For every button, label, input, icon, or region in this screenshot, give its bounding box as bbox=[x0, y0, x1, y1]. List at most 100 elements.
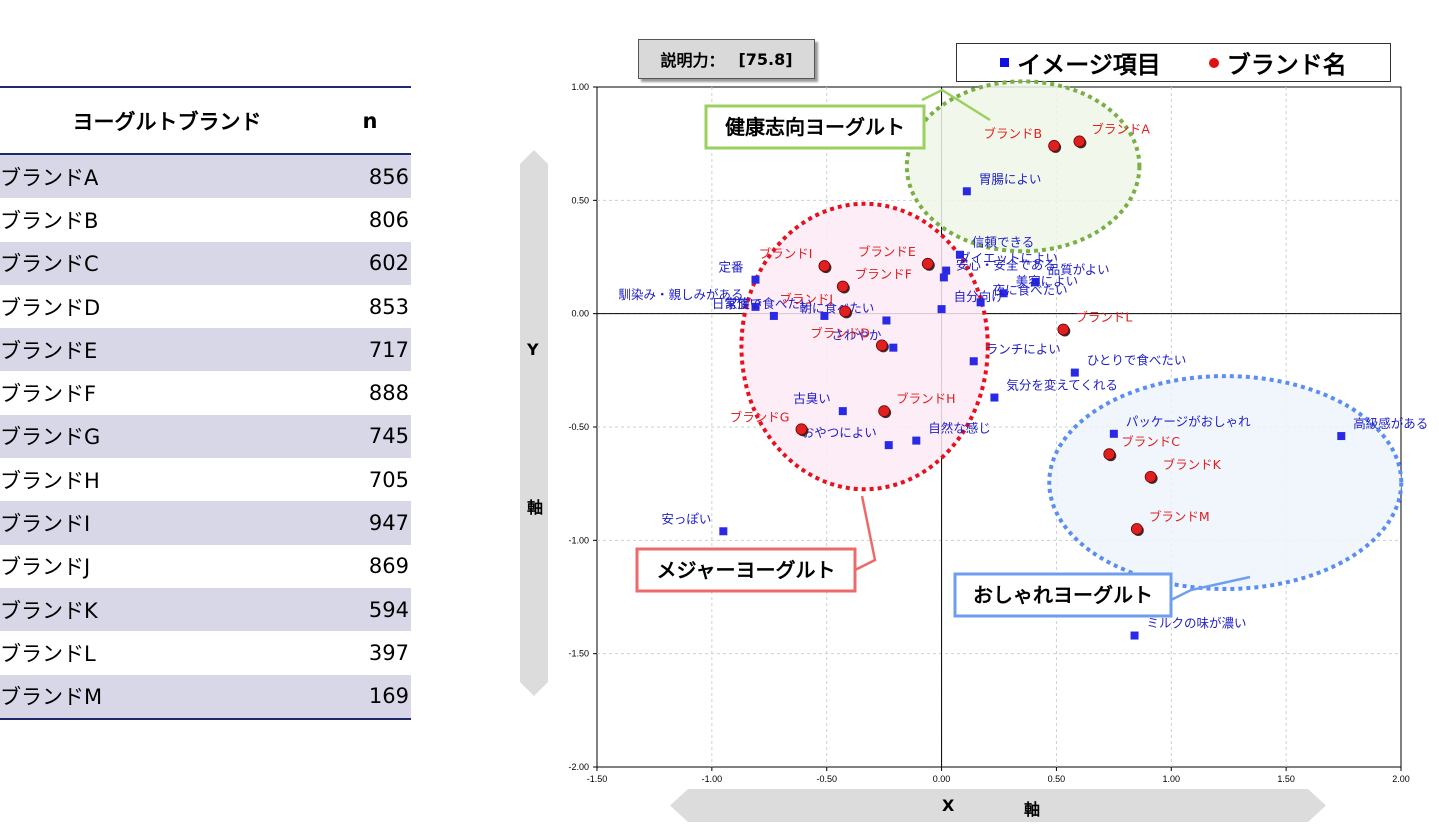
brand-point-label: ブランドB bbox=[984, 126, 1043, 141]
brand-n-cell: 717 bbox=[329, 328, 411, 372]
image-item-marker bbox=[962, 187, 971, 196]
image-item-marker bbox=[751, 302, 760, 311]
x-tick-label: 2.00 bbox=[1392, 774, 1410, 784]
brand-marker bbox=[875, 339, 888, 352]
image-point-label: ダイエットによい bbox=[958, 251, 1058, 266]
image-item-marker bbox=[719, 527, 728, 536]
brand-n-cell: 869 bbox=[368, 554, 409, 579]
image-point-label: おやつによい bbox=[802, 425, 877, 440]
brand-n-cell: 853 bbox=[368, 294, 409, 319]
y-tick-label: 0.50 bbox=[571, 195, 589, 205]
image-item-marker bbox=[955, 250, 964, 259]
image-item-marker bbox=[889, 343, 898, 352]
image-item-marker bbox=[769, 311, 778, 320]
image-item-marker bbox=[882, 316, 891, 325]
explanatory-power-label: 説明力： bbox=[660, 51, 725, 70]
image-point-label: 美容によい bbox=[1016, 273, 1079, 288]
image-item-marker bbox=[1070, 368, 1079, 377]
brand-n-cell: 806 bbox=[368, 207, 409, 232]
image-item-marker bbox=[1337, 432, 1346, 441]
explanatory-power-box: 説明力： [75.8] bbox=[638, 39, 815, 79]
brand-n-cell: 856 bbox=[329, 154, 411, 199]
brand-point-label: ブランドA bbox=[1091, 121, 1150, 136]
table-row: ブランドF 888 bbox=[0, 371, 411, 414]
image-point-label: 夜に食べたい bbox=[993, 282, 1068, 297]
image-item-marker bbox=[1031, 277, 1040, 286]
brand-marker bbox=[1130, 523, 1143, 535]
table-row: ブランドH 705 bbox=[0, 458, 411, 501]
image-point-label: 自分向け bbox=[954, 289, 1004, 304]
image-point-label: パッケージがおしゃれ bbox=[1126, 414, 1251, 429]
brand-name-cell: ブランドG bbox=[0, 414, 329, 459]
table-row: ブランドG 745 bbox=[0, 414, 411, 459]
brand-point-label: ブランドI bbox=[759, 246, 813, 261]
table-row: ブランドC 602 bbox=[0, 241, 411, 285]
brand-name-cell: ブランドM bbox=[0, 674, 329, 720]
group-ellipse bbox=[1047, 374, 1404, 591]
x-axis-letter: X bbox=[942, 796, 955, 815]
image-item-marker bbox=[751, 275, 760, 284]
y-tick-label: 1.00 bbox=[571, 82, 589, 92]
table-row: ブランドM 169 bbox=[0, 674, 411, 720]
image-point-label: 馴染み・親しみがある bbox=[618, 287, 743, 302]
brand-n-cell: 745 bbox=[329, 414, 411, 459]
brand-marker bbox=[818, 260, 831, 272]
image-point-label: 胃腸によい bbox=[979, 171, 1042, 186]
y-tick-label: -2.00 bbox=[568, 762, 589, 772]
x-tick-label: -1.50 bbox=[587, 774, 608, 784]
brand-name-cell: ブランドK bbox=[0, 587, 329, 632]
y-tick-label: -1.00 bbox=[568, 535, 589, 545]
image-point-label: 朝に食べたい bbox=[799, 300, 874, 315]
brand-name-cell: ブランドB bbox=[0, 208, 99, 233]
brand-n-cell: 602 bbox=[329, 241, 411, 285]
image-item-marker bbox=[820, 311, 829, 320]
table-row: ブランドL 397 bbox=[0, 631, 411, 674]
brand-point-label: ブランドC bbox=[1121, 434, 1180, 449]
brand-marker bbox=[1048, 140, 1061, 152]
circle-marker-icon bbox=[1208, 57, 1219, 68]
table-row: ブランドD 853 bbox=[0, 285, 411, 328]
table-header-row: ヨーグルトブランド n bbox=[0, 86, 411, 155]
brand-marker bbox=[921, 257, 934, 270]
y-axis-word: 軸 bbox=[527, 498, 544, 517]
group-ellipse bbox=[739, 201, 990, 492]
image-item-marker bbox=[942, 266, 951, 275]
table-row: ブランドE 717 bbox=[0, 328, 411, 372]
image-point-label: 信頼できる bbox=[972, 235, 1034, 250]
brand-marker bbox=[1144, 470, 1157, 483]
brand-n-cell: 947 bbox=[329, 501, 411, 545]
group-label: メジャーヨーグルト bbox=[657, 558, 836, 582]
image-point-label: ひとりで食べたい bbox=[1087, 353, 1187, 368]
group-label-box bbox=[635, 547, 857, 593]
image-item-marker bbox=[884, 441, 893, 450]
table-row: ブランドJ 869 bbox=[0, 545, 411, 588]
image-point-label: 古臭い bbox=[793, 391, 831, 406]
group-callout-line bbox=[854, 495, 877, 572]
table-row: ブランドB 806 bbox=[0, 198, 411, 241]
image-item-marker bbox=[939, 273, 948, 282]
brand-marker bbox=[839, 305, 851, 318]
x-tick-label: 0.00 bbox=[933, 774, 951, 784]
legend: イメージ項目 ブランド名 bbox=[956, 43, 1391, 82]
explanatory-power-value: [75.8] bbox=[738, 49, 793, 69]
brand-name-cell: ブランドD bbox=[0, 295, 101, 320]
brand-point-label: ブランドH bbox=[896, 391, 955, 406]
group-callout-line bbox=[921, 88, 991, 122]
brand-n-cell: 888 bbox=[368, 381, 409, 406]
group-label: おしゃれヨーグルト bbox=[973, 583, 1153, 607]
y-tick-label: -1.50 bbox=[568, 649, 589, 659]
group-ellipse bbox=[904, 79, 1142, 254]
image-point-label: 家族で食べたい bbox=[725, 296, 813, 311]
image-point-label: さわやか bbox=[831, 328, 882, 343]
brand-point-label: ブランドF bbox=[855, 266, 912, 281]
brand-name-cell: ブランドC bbox=[0, 241, 329, 285]
image-point-label: 定番 bbox=[718, 260, 744, 275]
image-point-label: ミルクの味が濃い bbox=[1147, 616, 1247, 631]
brand-n-cell: 594 bbox=[329, 587, 411, 632]
brand-point-label: ブランドE bbox=[858, 244, 916, 259]
x-axis-word: 軸 bbox=[1024, 800, 1041, 819]
brand-n-cell: 705 bbox=[368, 467, 409, 492]
brand-marker bbox=[795, 423, 808, 436]
brand-name-cell: ブランドH bbox=[0, 468, 100, 493]
